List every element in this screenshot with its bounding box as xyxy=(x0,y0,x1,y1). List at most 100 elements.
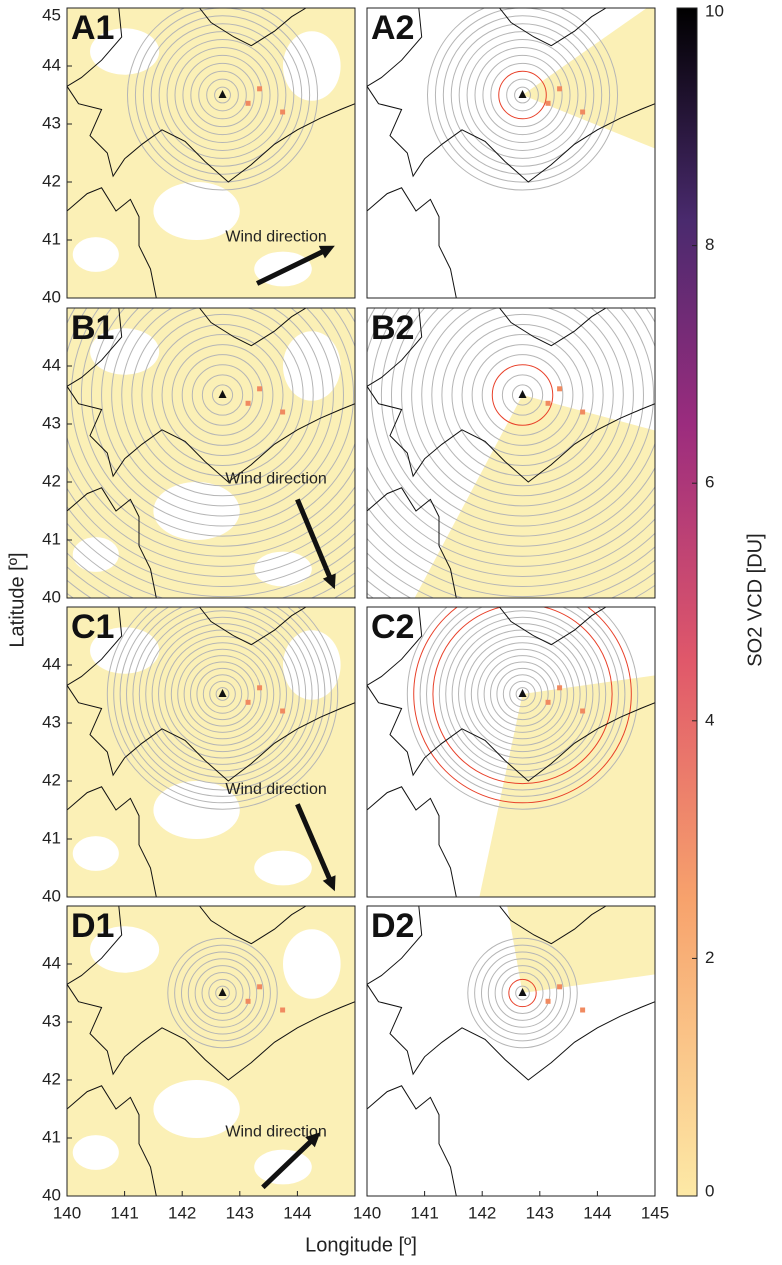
coastline xyxy=(499,8,607,47)
search-ring xyxy=(483,655,562,733)
colorbar-tick-label: 6 xyxy=(705,473,714,492)
plume-pixel xyxy=(257,685,263,691)
coastline xyxy=(199,8,307,47)
annotation: Wind direction xyxy=(225,470,326,487)
panel-label: A2 xyxy=(371,9,414,47)
search-ring xyxy=(370,308,655,547)
y-tick-label: 44 xyxy=(42,654,61,673)
coastline xyxy=(199,906,307,945)
search-ring xyxy=(509,680,536,708)
x-tick-label: 140 xyxy=(53,1203,81,1222)
no-data xyxy=(72,237,119,272)
y-tick-label: 42 xyxy=(42,770,61,789)
panel-frame xyxy=(366,905,656,1197)
no-data xyxy=(153,1080,240,1138)
search-ring xyxy=(151,323,294,467)
search-ring xyxy=(367,505,655,587)
coastline xyxy=(499,607,607,646)
plume-pixel xyxy=(545,100,551,106)
map-panel: C2 xyxy=(366,606,656,898)
x-tick-label: 143 xyxy=(526,1203,554,1222)
plume-pixel xyxy=(257,386,263,392)
plume-pixel xyxy=(557,685,563,691)
no-data xyxy=(283,31,341,101)
coastline xyxy=(499,308,607,347)
search-ring xyxy=(151,623,294,765)
search-ring xyxy=(121,308,324,497)
coastline xyxy=(367,187,457,298)
x-tick-label: 141 xyxy=(410,1203,438,1222)
search-ring xyxy=(70,308,355,547)
search-ring xyxy=(161,334,284,456)
search-ring xyxy=(367,522,655,598)
panel-label: B2 xyxy=(371,309,414,347)
search-ring xyxy=(145,616,300,772)
colorbar-tick-label: 2 xyxy=(705,948,714,967)
search-ring xyxy=(67,308,355,567)
search-ring xyxy=(111,308,334,507)
no-data xyxy=(283,630,341,700)
search-ring xyxy=(419,607,626,797)
y-tick-label: 41 xyxy=(42,1127,61,1146)
search-ring xyxy=(67,487,355,577)
search-ring xyxy=(201,374,244,416)
map-panel: B1 Wind direction 40 41 42 43 44 xyxy=(42,307,356,606)
plume-pixel xyxy=(245,100,251,106)
search-ring xyxy=(487,958,558,1028)
search-ring xyxy=(496,667,549,721)
y-tick-label: 41 xyxy=(42,828,61,847)
search-ring-selected xyxy=(413,607,632,804)
search-ring xyxy=(481,354,564,436)
y-tick-label: 40 xyxy=(42,1185,61,1204)
volcano xyxy=(518,390,527,398)
plume-pixel xyxy=(280,109,286,115)
x-tick-label: 144 xyxy=(583,1203,611,1222)
plume-pixel xyxy=(257,984,263,990)
y-tick-label: 40 xyxy=(42,886,61,905)
search-ring xyxy=(206,78,239,112)
search-ring-selected xyxy=(498,70,547,120)
search-ring xyxy=(180,951,265,1035)
panel-frame xyxy=(366,7,656,299)
no-data xyxy=(283,331,341,401)
y-tick-label: 40 xyxy=(42,587,61,606)
coastline xyxy=(367,8,655,183)
search-ring xyxy=(196,667,249,721)
annotation: Wind direction xyxy=(225,781,326,798)
wind-arrow xyxy=(255,248,326,286)
plume-pixel xyxy=(280,409,286,415)
y-tick-label: 45 xyxy=(42,5,61,24)
plume-pixel xyxy=(580,409,586,415)
volcano xyxy=(218,390,227,398)
coastline xyxy=(367,906,655,1081)
y-tick-label: 44 xyxy=(42,55,61,74)
search-ring xyxy=(67,505,355,587)
y-tick-label: 42 xyxy=(42,471,61,490)
search-ring xyxy=(470,642,575,746)
coastline xyxy=(367,786,457,897)
volcano xyxy=(518,689,527,697)
search-ring xyxy=(191,364,254,426)
wind-arrow-head xyxy=(322,875,336,892)
search-ring xyxy=(134,8,311,183)
search-ring xyxy=(211,384,234,406)
search-ring xyxy=(474,944,571,1042)
y-tick-label: 43 xyxy=(42,712,61,731)
search-ring xyxy=(142,15,303,175)
panel-label: C2 xyxy=(371,608,414,646)
panel-label: C1 xyxy=(71,608,114,646)
search-ring xyxy=(477,648,568,740)
search-ring xyxy=(190,62,255,128)
wind-arrow xyxy=(261,1138,315,1190)
search-ring xyxy=(174,944,271,1042)
y-tick-label: 42 xyxy=(42,1069,61,1088)
search-ring xyxy=(501,971,544,1015)
x-tick-label: 141 xyxy=(110,1203,138,1222)
search-ring xyxy=(490,661,556,727)
colorbar-tick-label: 4 xyxy=(705,710,714,729)
no-data xyxy=(90,926,160,973)
panel-frame xyxy=(366,307,656,599)
panel-label: B1 xyxy=(71,309,114,347)
coastline xyxy=(67,8,355,183)
map-panel: A2 xyxy=(366,7,656,299)
